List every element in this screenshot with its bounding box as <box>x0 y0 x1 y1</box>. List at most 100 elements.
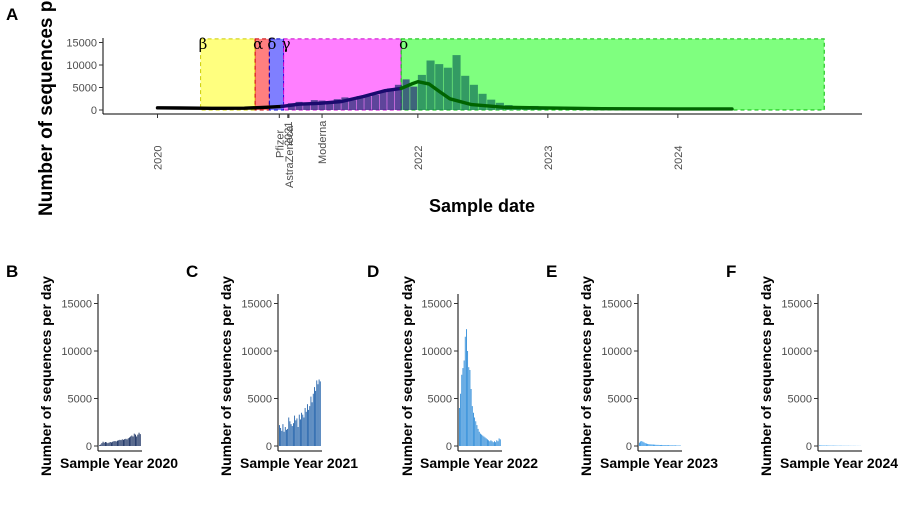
daily-count-bar <box>283 431 285 446</box>
daily-count-bar <box>487 439 488 446</box>
y-tick-label: 10000 <box>421 346 452 358</box>
daily-count-bar <box>286 429 287 446</box>
daily-count-bar <box>417 74 426 110</box>
daily-count-bar <box>826 445 827 446</box>
daily-count-bar <box>318 100 326 110</box>
daily-count-bar <box>293 423 294 446</box>
daily-count-bar <box>100 444 102 446</box>
daily-count-bar <box>113 441 115 446</box>
daily-count-bar <box>656 444 658 446</box>
y-axis-title: Number of sequences per day <box>36 0 57 216</box>
daily-count-bar <box>119 439 121 446</box>
daily-count-bar <box>112 441 114 446</box>
panel-label-b: B <box>6 262 18 281</box>
daily-count-bar <box>658 444 660 446</box>
daily-count-bar <box>651 444 653 446</box>
panel-label-f: F <box>726 262 736 281</box>
y-tick-label: 0 <box>626 441 632 453</box>
daily-count-bar <box>99 445 100 446</box>
panel-label-a: A <box>6 5 18 24</box>
daily-count-bar <box>333 99 341 110</box>
variant-label: β <box>199 35 208 53</box>
daily-count-bar <box>671 445 673 446</box>
daily-count-bar <box>480 433 481 446</box>
daily-count-bar <box>294 415 296 446</box>
daily-count-bar <box>665 445 667 446</box>
y-tick-label: 0 <box>91 105 97 117</box>
y-tick-label: 5000 <box>68 394 92 406</box>
x-axis-title: Sample Year 2022 <box>420 455 538 471</box>
y-tick-label: 5000 <box>428 394 452 406</box>
daily-count-bar <box>657 444 659 446</box>
daily-count-bar <box>669 445 671 446</box>
daily-count-bar <box>102 441 104 446</box>
variant-label: ο <box>399 35 408 53</box>
daily-count-bar <box>298 414 300 446</box>
daily-count-bar <box>282 424 284 446</box>
vaccine-tick-label: Moderna <box>317 120 329 164</box>
daily-count-bar <box>675 445 677 446</box>
daily-count-bar <box>319 381 321 446</box>
smoothed-trend-line <box>399 80 734 111</box>
daily-count-bar <box>443 67 452 110</box>
daily-count-bar <box>107 443 109 446</box>
variant-label: δ <box>267 35 276 53</box>
daily-count-bar <box>120 440 122 446</box>
daily-count-bar <box>280 427 282 446</box>
daily-count-bar <box>300 419 301 446</box>
daily-count-bar <box>295 101 303 110</box>
y-tick-label: 15000 <box>241 299 272 311</box>
daily-count-bar <box>490 440 492 446</box>
daily-count-bar <box>821 445 823 446</box>
daily-count-bar <box>326 102 334 110</box>
daily-count-bar <box>316 380 318 446</box>
daily-count-bar <box>105 442 106 446</box>
daily-count-bar <box>667 445 668 446</box>
daily-count-bar <box>488 440 490 446</box>
daily-count-bar <box>290 424 292 446</box>
daily-count-bar <box>662 445 664 446</box>
y-axis-title: Number of sequences per day <box>38 276 54 476</box>
daily-count-bar <box>118 440 120 446</box>
panel-label-d: D <box>367 262 379 281</box>
daily-count-bar <box>467 351 469 446</box>
daily-count-bar <box>489 441 491 446</box>
daily-count-bar <box>819 445 820 446</box>
x-axis-title: Sample Year 2020 <box>60 455 178 471</box>
daily-count-bar <box>127 438 129 446</box>
x-axis-title: Sample date <box>429 196 535 216</box>
daily-count-bar <box>470 389 472 446</box>
y-tick-label: 15000 <box>61 299 92 311</box>
daily-count-bar <box>653 444 654 446</box>
y-tick-label: 5000 <box>73 83 97 95</box>
daily-count-bar <box>661 444 663 446</box>
daily-count-bar <box>126 439 128 446</box>
y-tick-label: 10000 <box>61 346 92 358</box>
daily-count-bar <box>136 436 138 446</box>
daily-count-bar <box>663 445 665 446</box>
daily-count-bar <box>349 100 357 110</box>
daily-count-bar <box>648 444 650 446</box>
daily-count-bar <box>482 435 484 446</box>
daily-count-bar <box>139 434 141 446</box>
daily-count-bar <box>674 445 675 446</box>
daily-count-bar <box>137 434 139 446</box>
daily-count-bar <box>481 434 483 446</box>
daily-count-bar <box>125 438 127 446</box>
daily-count-bar <box>138 432 140 446</box>
daily-count-bar <box>823 445 825 446</box>
daily-count-bar <box>640 441 642 446</box>
x-tick-label: 2020 <box>152 146 164 170</box>
daily-count-bar <box>471 406 473 446</box>
daily-count-bar <box>655 444 657 446</box>
daily-count-bar <box>129 437 130 446</box>
daily-count-bar <box>301 412 303 446</box>
daily-count-bar <box>356 96 364 110</box>
daily-count-bar <box>289 421 291 446</box>
y-tick-label: 5000 <box>788 394 812 406</box>
daily-count-bar <box>402 79 410 110</box>
y-tick-label: 10000 <box>241 346 272 358</box>
x-tick-label: 2022 <box>413 146 425 170</box>
daily-count-bar <box>678 445 680 446</box>
